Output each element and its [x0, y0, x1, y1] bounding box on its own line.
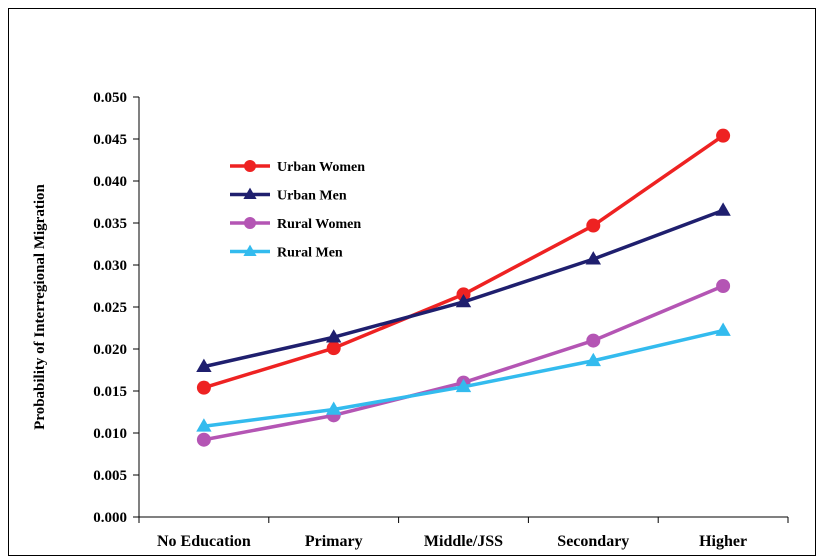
x-tick-label: Middle/JSS [424, 533, 503, 550]
data-point-urban-women [196, 380, 211, 395]
data-point-rural-men [455, 378, 472, 393]
data-point-urban-men [715, 202, 731, 216]
data-point-urban-women [716, 128, 731, 143]
y-tick-label: 0.045 [93, 132, 127, 148]
y-tick-label: 0.040 [93, 174, 127, 190]
x-tick-label: Secondary [557, 533, 629, 550]
data-point-rural-men [585, 352, 601, 367]
y-axis-title: Probability of Interregional Migration [32, 184, 48, 430]
legend-item-rural-men: Rural Men [230, 244, 343, 261]
y-tick-label: 0.015 [93, 384, 127, 400]
y-tick-label: 0.010 [93, 426, 127, 442]
legend: Urban Women Urban Men Rural Women Rural Men [230, 160, 365, 261]
legend-item-urban-men: Urban Men [230, 187, 347, 204]
x-tick-label: Primary [305, 533, 363, 550]
x-tick-label: Higher [699, 533, 747, 550]
legend-marker [244, 160, 256, 172]
data-point-rural-men [326, 401, 342, 415]
y-tick-label: 0.035 [93, 216, 127, 232]
legend-marker [243, 187, 257, 200]
legend-item-urban-women: Urban Women [230, 160, 365, 175]
data-point-urban-men [455, 293, 472, 308]
axes: 0.000 0.005 0.010 0.015 0.020 0.025 0.030 0.035… [93, 90, 789, 550]
data-point-rural-women [716, 279, 731, 293]
data-point-urban-women [326, 341, 341, 356]
y-tick-label: 0.050 [93, 90, 127, 106]
y-tick-label: 0.000 [93, 510, 127, 526]
legend-label: Urban Men [277, 189, 347, 204]
data-point-urban-women [586, 218, 601, 233]
legend-label: Rural Men [277, 246, 343, 261]
x-tick-label: No Education [157, 533, 251, 550]
data-point-rural-women [196, 432, 211, 447]
data-point-rural-women [586, 333, 601, 348]
chart-frame [8, 8, 816, 556]
y-tick-label: 0.030 [93, 258, 127, 274]
y-tick-label: 0.005 [93, 468, 127, 484]
legend-item-rural-women: Rural Women [230, 217, 361, 232]
legend-label: Rural Women [277, 217, 361, 232]
data-point-urban-men [326, 329, 342, 343]
legend-marker [243, 244, 257, 257]
series-layer [196, 128, 731, 447]
data-point-urban-men [196, 358, 212, 372]
series-urban-men [196, 202, 731, 372]
legend-label: Urban Women [277, 160, 365, 175]
legend-marker [244, 217, 256, 229]
y-tick-label: 0.025 [93, 300, 127, 316]
series-rural-men [196, 322, 731, 432]
data-point-rural-men [196, 418, 212, 432]
data-point-urban-men [585, 251, 601, 265]
data-point-rural-men [715, 322, 731, 336]
y-tick-label: 0.020 [93, 342, 127, 358]
